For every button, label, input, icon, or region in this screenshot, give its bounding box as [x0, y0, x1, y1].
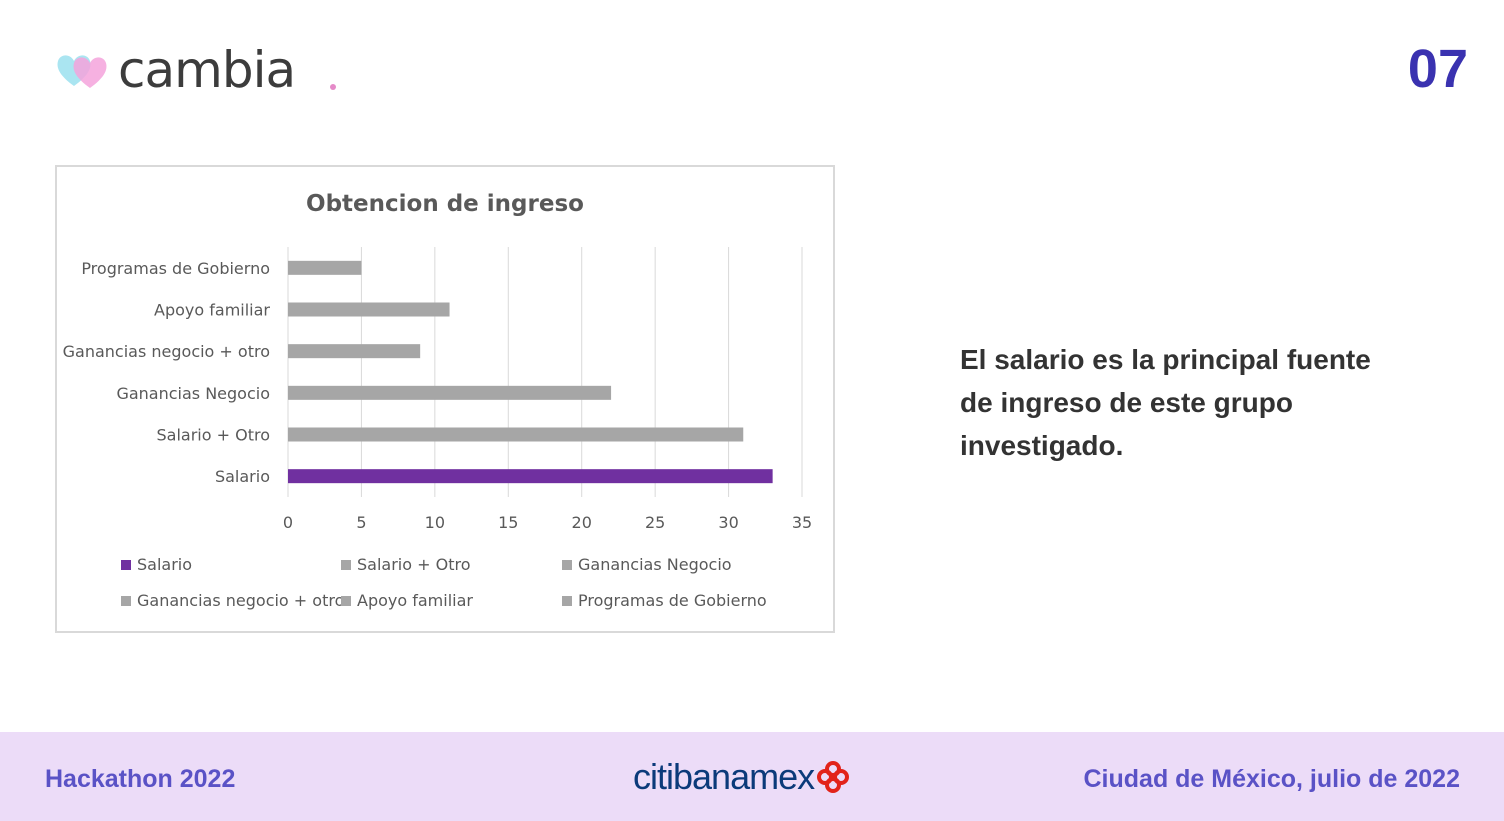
- category-label: Apoyo familiar: [154, 301, 270, 320]
- bar: [288, 302, 450, 317]
- x-tick-label: 35: [792, 513, 812, 532]
- bar: [288, 260, 362, 275]
- category-label: Programas de Gobierno: [81, 259, 270, 278]
- legend-item: Salario: [121, 555, 192, 574]
- legend-label: Apoyo familiar: [357, 591, 473, 610]
- chart-title: Obtencion de ingreso: [306, 191, 584, 217]
- legend-swatch: [341, 559, 351, 570]
- legend-label: Ganancias Negocio: [578, 555, 732, 574]
- category-label: Salario: [215, 467, 270, 486]
- x-tick-label: 5: [356, 513, 366, 532]
- legend-swatch: [562, 595, 572, 606]
- chart-container: Obtencion de ingreso 0 5 10 15 20 25 30 35 Progra…: [55, 165, 835, 633]
- sponsor-name: citibanamex: [633, 756, 815, 797]
- category-label: Ganancias negocio + otro: [63, 342, 270, 361]
- legend-label: Ganancias negocio + otro: [137, 591, 345, 610]
- legend-swatch: [562, 559, 572, 570]
- cambia-logo: cambia: [56, 41, 296, 99]
- bar: [288, 469, 773, 484]
- legend-item: Programas de Gobierno: [562, 591, 767, 610]
- x-tick-label: 25: [645, 513, 665, 532]
- legend-item: Salario + Otro: [341, 555, 470, 574]
- slide-number: 07: [1407, 39, 1468, 99]
- legend-swatch: [121, 559, 131, 570]
- bar: [288, 344, 421, 359]
- banamex-flower-icon: [817, 761, 850, 793]
- category-label: Ganancias Negocio: [116, 384, 270, 403]
- footer: Hackathon 2022 citibanamex Ciudad de Méx…: [0, 732, 1504, 821]
- legend-item: Apoyo familiar: [341, 591, 473, 610]
- legend-label: Salario: [137, 555, 193, 574]
- bar: [288, 385, 612, 400]
- footer-location-date: Ciudad de México, julio de 2022: [1083, 765, 1461, 793]
- bar-chart: Obtencion de ingreso 0 5 10 15 20 25 30 35 Progra…: [63, 191, 813, 532]
- legend-label: Salario + Otro: [357, 555, 471, 574]
- x-tick-label: 30: [718, 513, 738, 532]
- legend-label: Programas de Gobierno: [578, 591, 767, 610]
- x-tick-label: 10: [425, 513, 445, 532]
- category-label: Salario + Otro: [157, 426, 270, 445]
- bar: [288, 427, 744, 442]
- brand-name: cambia: [118, 41, 296, 99]
- heart-logo-icon: [57, 55, 107, 88]
- logo-dot: [330, 84, 336, 90]
- x-tick-label: 20: [572, 513, 592, 532]
- footer-event: Hackathon 2022: [45, 765, 236, 793]
- legend-swatch: [121, 595, 131, 606]
- legend-item: Ganancias Negocio: [562, 555, 732, 574]
- sponsor-logo: citibanamex: [633, 756, 850, 798]
- legend-swatch: [341, 595, 351, 606]
- x-tick-label: 0: [283, 513, 293, 532]
- insight-caption: El salario es la principal fuente de ing…: [960, 344, 1371, 461]
- legend-item: Ganancias negocio + otro: [121, 591, 344, 610]
- x-tick-label: 15: [498, 513, 518, 532]
